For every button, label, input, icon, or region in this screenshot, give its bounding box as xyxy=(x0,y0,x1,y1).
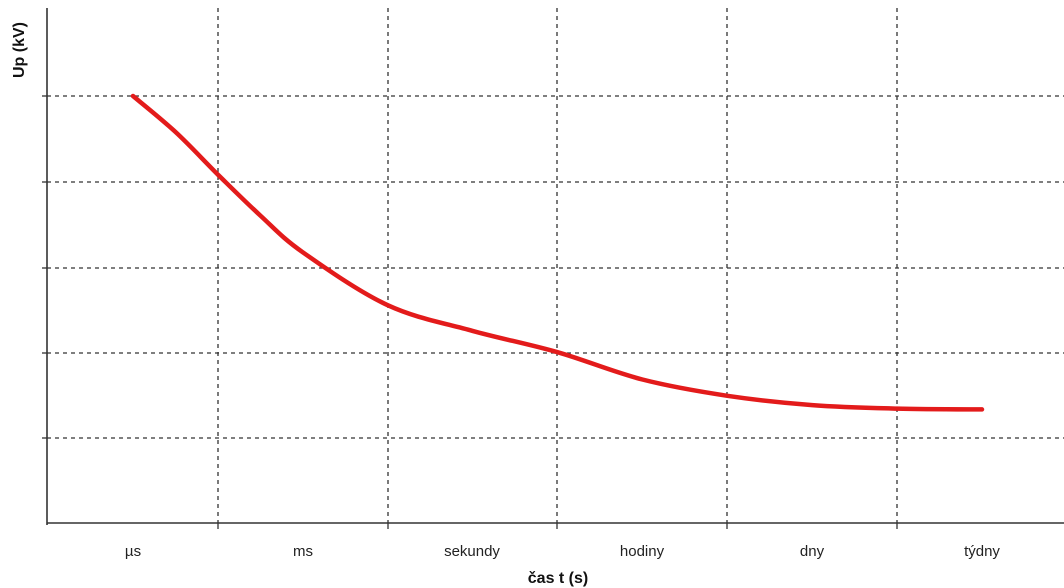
x-tick-label: sekundy xyxy=(444,543,500,560)
series-line xyxy=(130,93,985,412)
x-tick-label: týdny xyxy=(964,543,1000,560)
x-axis-label: čas t (s) xyxy=(528,570,588,587)
x-tick-label: µs xyxy=(125,543,141,560)
x-tick-label: hodiny xyxy=(620,543,665,560)
x-tick-label: ms xyxy=(293,543,313,560)
series xyxy=(130,93,985,412)
x-tick-labels: µs ms sekundy hodiny dny týdny xyxy=(125,543,1001,560)
grid xyxy=(47,8,1064,523)
y-axis-label: Up (kV) xyxy=(11,22,28,78)
axes xyxy=(42,8,1064,529)
x-tick-label: dny xyxy=(800,543,825,560)
